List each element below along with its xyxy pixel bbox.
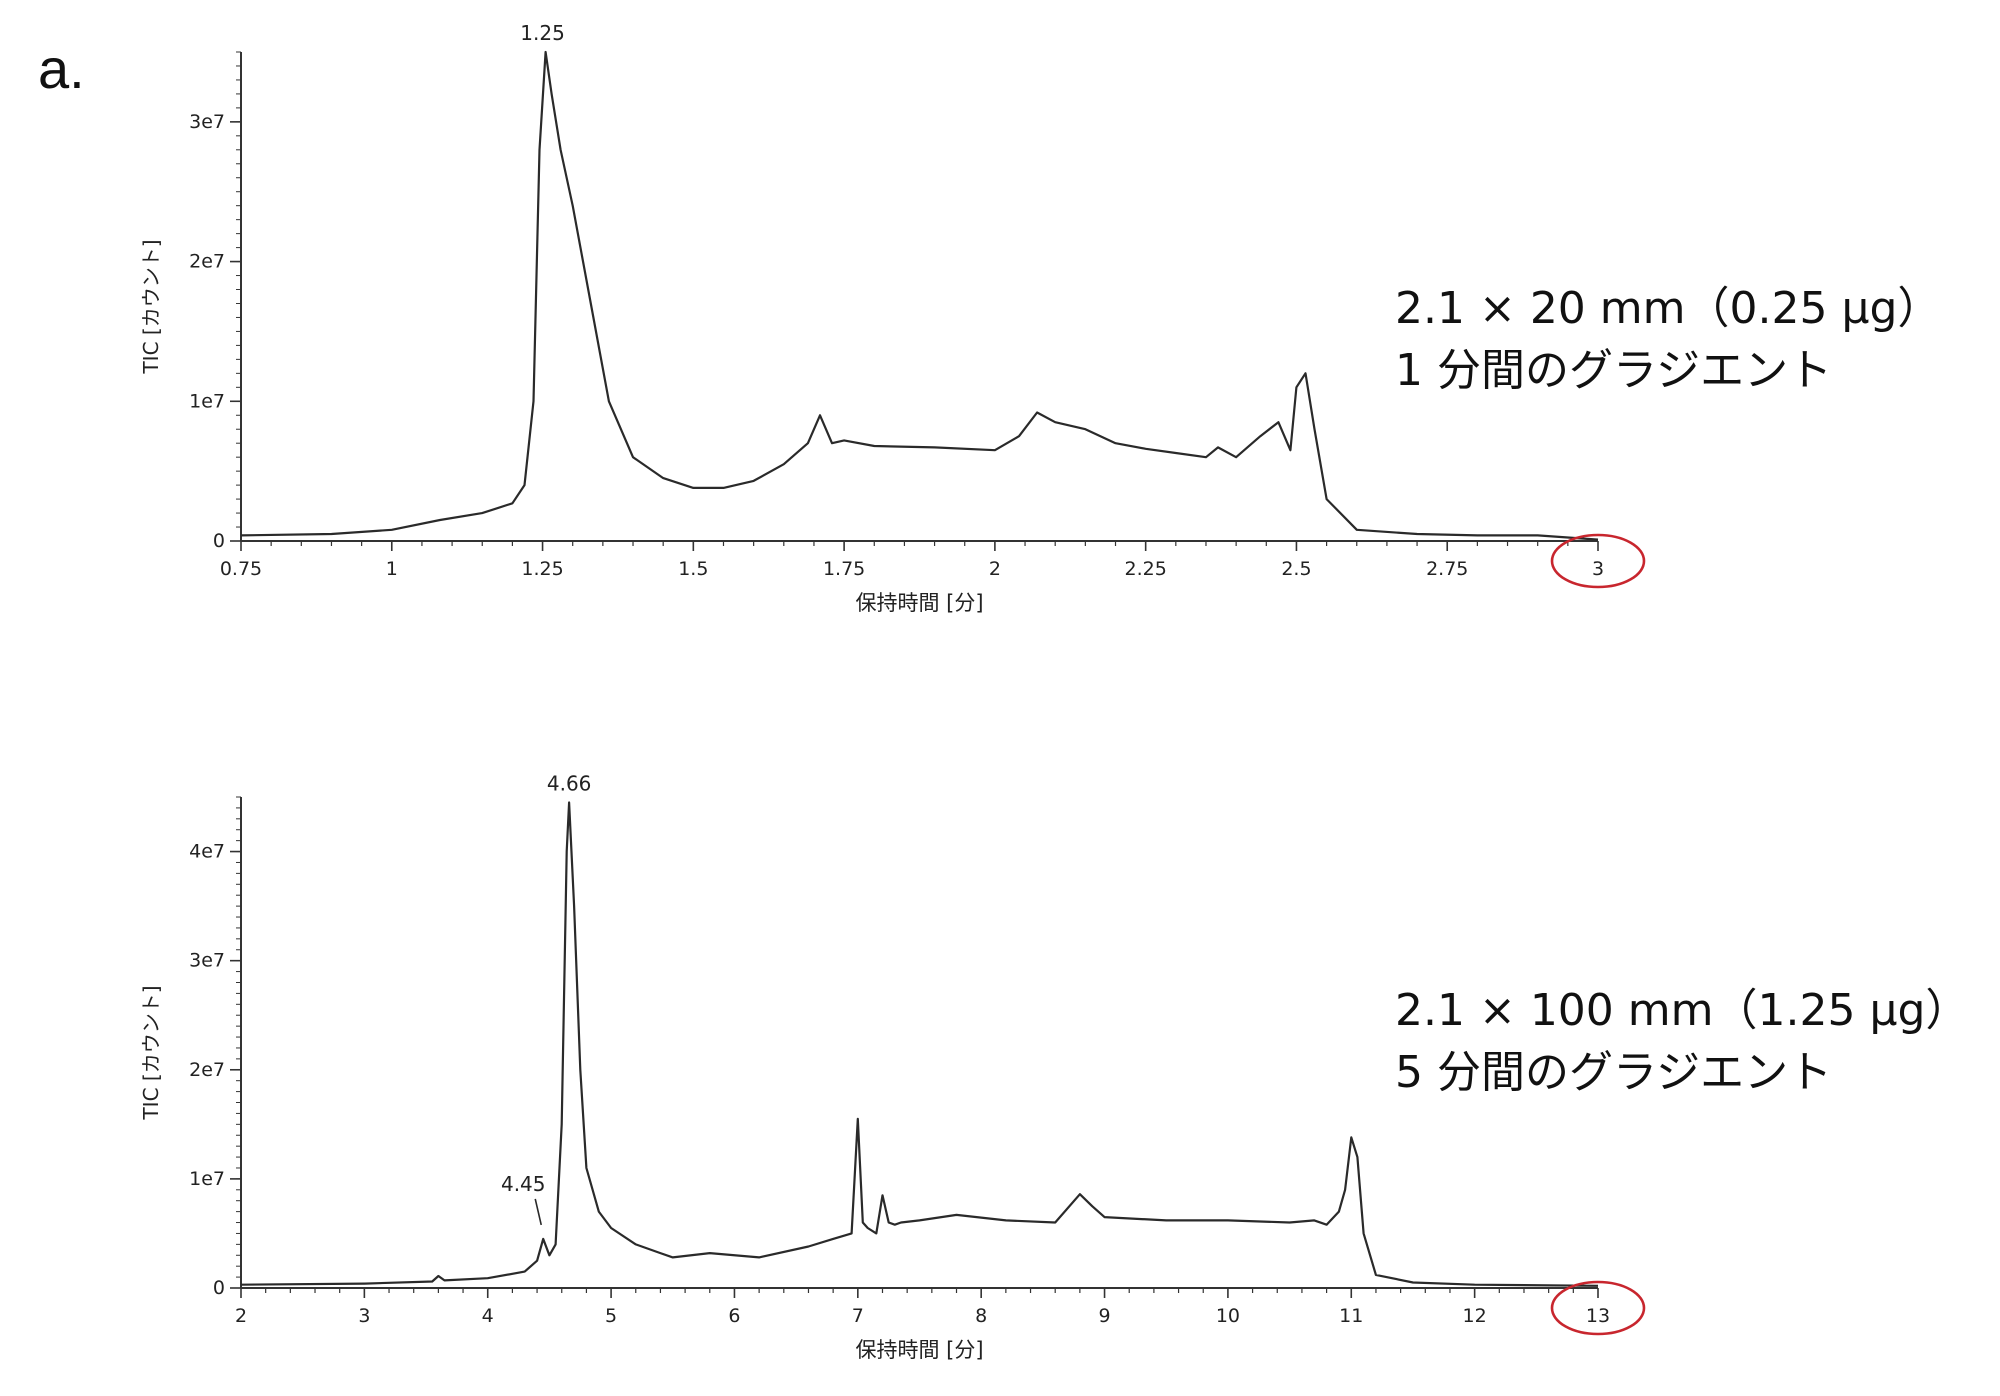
annotation-bottom: 2.1 × 100 mm（1.25 μg） 5 分間のグラジエント	[1395, 980, 1969, 1104]
chart2-x-tick-label: 8	[975, 1305, 987, 1327]
chart1-x-tick-label: 1.75	[823, 558, 865, 580]
chart2-x-tick-label: 9	[1098, 1305, 1110, 1327]
chart1-x-tick-label: 3	[1592, 558, 1604, 580]
chart1-x-tick-label: 2	[989, 558, 1001, 580]
chart2-y-tick-label: 1e7	[189, 1168, 225, 1190]
chart1-y-tick-label: 0	[213, 530, 225, 552]
chart1-peak-label: 1.25	[520, 21, 565, 45]
chart1-y-tick-label: 1e7	[189, 390, 225, 412]
chart2-x-tick-label: 3	[358, 1305, 370, 1327]
chart2-y-tick-label: 3e7	[189, 950, 225, 972]
annotation-top-line1: 2.1 × 20 mm（0.25 μg）	[1395, 283, 1942, 334]
chart1-y-tick-label: 2e7	[189, 251, 225, 273]
chart2-x-tick-label: 5	[605, 1305, 617, 1327]
chart2-y-tick-label: 4e7	[189, 841, 225, 863]
chart1-x-axis-label: 保持時間 [分]	[855, 591, 983, 615]
chart2-x-axis-label: 保持時間 [分]	[855, 1338, 983, 1362]
chart2-peak-leader	[534, 1198, 543, 1226]
chart2-highlight-circle	[1550, 1280, 1646, 1336]
chart2-x-tick-label: 12	[1463, 1305, 1487, 1327]
chart1-x-tick-label: 2.25	[1125, 558, 1167, 580]
chart1-x-tick-label: 2.75	[1426, 558, 1468, 580]
chart1-tic-trace	[240, 50, 1599, 541]
chart2-x-tick-label: 2	[235, 1305, 247, 1327]
chart2-x-tick-label: 11	[1339, 1305, 1363, 1327]
chart1-x-tick-label: 1.25	[521, 558, 563, 580]
chart2-x-tick-label: 13	[1586, 1305, 1610, 1327]
chart2-y-tick-label: 2e7	[189, 1059, 225, 1081]
chart1-x-tick-label: 1.5	[678, 558, 708, 580]
annotation-top-line2: 1 分間のグラジエント	[1395, 345, 1833, 396]
chart2-peak-label: 4.66	[547, 771, 592, 795]
chart2-x-tick-label: 6	[728, 1305, 740, 1327]
panel-label: a.	[38, 37, 85, 100]
annotation-top: 2.1 × 20 mm（0.25 μg） 1 分間のグラジエント	[1395, 278, 1941, 402]
chart2-x-tick-label: 7	[852, 1305, 864, 1327]
chart1-x-tick-label: 1	[386, 558, 398, 580]
chart2-x-tick-label: 4	[482, 1305, 494, 1327]
chart2-x-tick-label: 10	[1216, 1305, 1240, 1327]
chart2-y-tick-label: 0	[213, 1277, 225, 1299]
annotation-bottom-line1: 2.1 × 100 mm（1.25 μg）	[1395, 985, 1970, 1036]
chart1-x-tick-label: 2.5	[1281, 558, 1311, 580]
chart2-peak-label: 4.45	[501, 1172, 546, 1196]
chart1-x-tick-label: 0.75	[220, 558, 262, 580]
chart2-y-axis-label: TIC [カウント]	[139, 985, 163, 1120]
annotation-bottom-line2: 5 分間のグラジエント	[1395, 1047, 1833, 1098]
chart2-tic-trace	[240, 801, 1599, 1287]
chart1-y-tick-label: 3e7	[189, 111, 225, 133]
chart1-y-axis-label: TIC [カウント]	[139, 239, 163, 374]
chart1-highlight-circle	[1550, 533, 1646, 589]
